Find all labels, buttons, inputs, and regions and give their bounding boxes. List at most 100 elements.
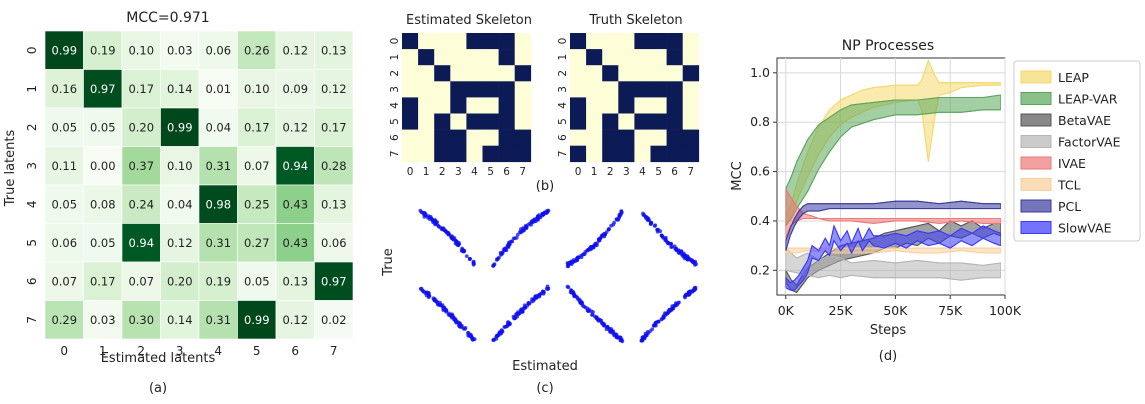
scatter-point xyxy=(649,220,654,225)
scatter-point xyxy=(513,236,517,241)
heatmap-cell xyxy=(275,261,315,301)
skeleton-cell xyxy=(418,33,435,50)
heatmap-cell xyxy=(237,300,277,340)
skeleton-cell xyxy=(602,97,619,114)
heatmap-cell-label: 0.10 xyxy=(244,82,270,96)
skeleton-cell xyxy=(482,129,499,146)
skeleton-cell xyxy=(498,97,515,114)
scatter-point xyxy=(463,326,468,330)
scatter-point xyxy=(615,217,620,222)
skeleton-x-tick-label: 7 xyxy=(687,166,694,178)
scatter-point xyxy=(679,249,684,254)
scatter-point xyxy=(652,224,657,228)
scatter-point xyxy=(685,257,690,261)
heatmap-cell-label: 0.03 xyxy=(167,43,193,57)
skeleton-cell xyxy=(634,145,651,163)
skeleton-cell xyxy=(498,129,515,146)
heatmap-cell xyxy=(314,261,354,301)
heatmap-cell xyxy=(314,69,354,109)
scatter-point xyxy=(438,303,443,307)
skeleton-cell xyxy=(434,113,451,130)
skeleton-cell xyxy=(402,129,419,146)
scatter-point xyxy=(418,208,423,213)
skeleton-cell xyxy=(450,65,467,82)
scatter-point xyxy=(566,285,571,290)
heatmap-cell-label: 0.08 xyxy=(90,197,116,211)
heatmap-cell-label: 0.99 xyxy=(244,313,270,327)
skeleton-cell xyxy=(618,129,635,146)
skeleton-cell xyxy=(666,49,683,66)
heatmap-x-tick-label: 5 xyxy=(253,344,261,358)
scatter-point xyxy=(674,302,679,306)
scatter-point xyxy=(662,315,666,320)
scatter-y-axis-label: True xyxy=(381,248,396,277)
skeleton-x-tick-label: 5 xyxy=(487,166,494,178)
skeleton-cell xyxy=(570,81,587,98)
heatmap-cell-label: 0.12 xyxy=(282,43,308,57)
scatter-point xyxy=(572,294,577,299)
heatmap-cell-label: 0.31 xyxy=(205,159,231,173)
skeleton-x-tick-label: 6 xyxy=(671,166,678,178)
heatmap-cell xyxy=(160,69,200,109)
y-tick-label: 0.4 xyxy=(750,213,770,228)
scatter-point xyxy=(506,243,511,248)
x-tick-label: 0K xyxy=(778,303,795,318)
heatmap-panel: MCC=0.971 0.99 0.19 0.10 0.03 0.06 0.26 0.12 0.… xyxy=(3,10,354,396)
skeleton-y-tick-label: 3 xyxy=(557,86,569,93)
skeleton-cell xyxy=(634,97,651,114)
panel-a-label: (a) xyxy=(149,381,167,396)
skeleton-cell xyxy=(450,113,467,130)
skeleton-cell xyxy=(666,33,683,50)
skeleton-cell xyxy=(682,129,700,146)
skeleton-cell xyxy=(586,113,603,130)
skeleton-cell xyxy=(402,65,419,82)
heatmap-x-tick-label: 3 xyxy=(176,344,184,358)
skeleton-cell xyxy=(434,33,451,50)
skeleton-panel: Estimated Skeleton Truth Skeleton 001122… xyxy=(389,13,700,194)
skeleton-cell xyxy=(618,113,635,130)
heatmap-cell xyxy=(237,184,277,224)
heatmap-cell-label: 0.26 xyxy=(244,43,270,57)
heatmap-cell xyxy=(198,107,238,147)
skeleton-y-tick-label: 1 xyxy=(557,54,569,61)
skeleton-cell xyxy=(666,145,683,163)
skeleton-cell xyxy=(418,97,435,114)
scatter-point xyxy=(519,230,523,235)
heatmap-cell-label: 0.24 xyxy=(128,197,154,211)
heatmap-cell-label: 0.17 xyxy=(90,274,116,288)
skeleton-cell xyxy=(650,33,667,50)
skeleton-cell xyxy=(402,49,419,66)
heatmap-cell-label: 0.10 xyxy=(128,43,154,57)
scatter-point xyxy=(519,307,524,312)
skeleton-cell xyxy=(602,65,619,82)
heatmap-cell-label: 0.20 xyxy=(128,120,154,134)
skeleton-cell xyxy=(434,129,451,146)
scatter-subplot xyxy=(565,209,624,269)
line-chart-x-axis-label: Steps xyxy=(870,323,907,338)
scatter-point xyxy=(433,297,437,302)
heatmap-cell-label: 0.13 xyxy=(282,274,308,288)
skeleton-y-tick-label: 4 xyxy=(389,102,401,109)
scatter-point xyxy=(663,313,668,317)
scatter-point xyxy=(467,257,472,261)
line-chart-title: NP Processes xyxy=(842,38,934,54)
heatmap-cell-label: 0.31 xyxy=(205,236,231,250)
scatter-point xyxy=(585,308,590,313)
scatter-point xyxy=(617,214,622,219)
scatter-point xyxy=(443,308,448,313)
panel-c-label: (c) xyxy=(536,381,553,396)
line-chart-y-axis-label: MCC xyxy=(730,161,745,190)
skeleton-cell xyxy=(450,33,467,50)
heatmap-cell-label: 0.12 xyxy=(167,236,193,250)
skeleton-cell xyxy=(682,113,700,130)
skeleton-cell xyxy=(618,145,635,163)
heatmap-cell xyxy=(121,146,161,186)
heatmap-cell xyxy=(160,146,200,186)
scatter-point xyxy=(590,313,594,317)
scatter-point xyxy=(535,214,540,219)
skeleton-cell xyxy=(666,65,683,82)
scatter-point xyxy=(648,329,652,334)
heatmap-cell-label: 0.17 xyxy=(244,120,270,134)
skeleton-cell xyxy=(634,49,651,66)
skeleton-cell xyxy=(514,113,532,130)
